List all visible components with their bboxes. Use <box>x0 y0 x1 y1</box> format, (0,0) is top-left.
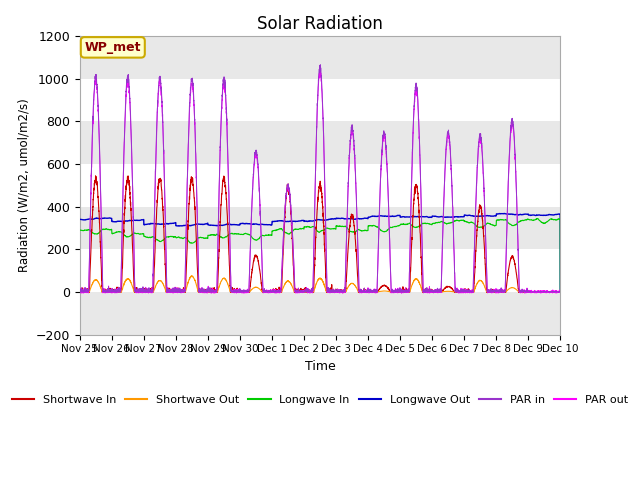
Bar <box>80 206 560 249</box>
Bar <box>80 292 560 335</box>
Title: Solar Radiation: Solar Radiation <box>257 15 383 33</box>
Text: WP_met: WP_met <box>84 41 141 54</box>
Y-axis label: Radiation (W/m2, umol/m2/s): Radiation (W/m2, umol/m2/s) <box>17 98 30 272</box>
Bar <box>80 249 560 292</box>
Bar <box>80 121 560 164</box>
X-axis label: Time: Time <box>305 360 335 373</box>
Legend: Shortwave In, Shortwave Out, Longwave In, Longwave Out, PAR in, PAR out: Shortwave In, Shortwave Out, Longwave In… <box>7 391 633 410</box>
Bar <box>80 79 560 121</box>
Bar <box>80 36 560 79</box>
Bar <box>80 164 560 206</box>
